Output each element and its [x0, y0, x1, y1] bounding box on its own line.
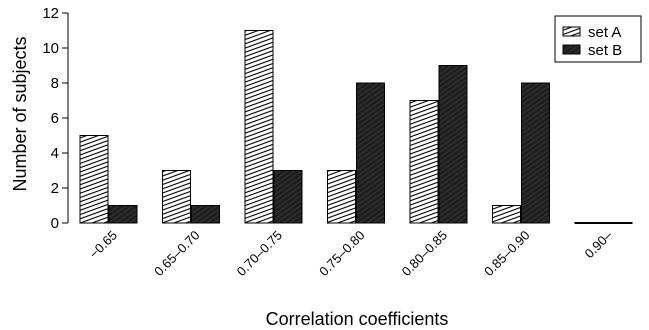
y-axis-title: Number of subjects [10, 36, 30, 191]
bars [79, 30, 633, 224]
bar-set-b-4 [438, 65, 468, 224]
y-tick-label-10: 10 [42, 40, 59, 57]
legend-swatch-set-a [562, 26, 581, 37]
bar-set-b-2 [273, 170, 303, 224]
x-tick-label-6: 0.90– [582, 227, 616, 261]
bar-set-a-4 [409, 100, 439, 224]
y-tick-label-6: 6 [51, 110, 59, 127]
bar-set-b-1 [191, 205, 220, 224]
y-tick-label-4: 4 [51, 145, 59, 162]
x-tick-label-3: 0.75–0.80 [316, 228, 368, 280]
y-tick-label-8: 8 [51, 75, 59, 92]
bar-set-a-5 [492, 205, 521, 224]
y-tick-label-0: 0 [51, 215, 59, 232]
y-tick-label-12: 12 [42, 5, 59, 22]
y-tick-label-2: 2 [51, 180, 59, 197]
bar-set-b-0 [108, 205, 138, 224]
x-tick-label-5: 0.85–0.90 [481, 228, 533, 280]
bar-set-a-1 [162, 170, 191, 224]
bar-set-a-3 [327, 170, 356, 224]
y-axis: 0 2 4 6 8 10 12 [42, 5, 69, 232]
x-tick-label-2: 0.70–0.75 [234, 228, 286, 280]
legend-label-set-a: set A [588, 24, 621, 41]
legend: set A set B [554, 15, 642, 63]
x-tick-label-1: 0.65–0.70 [151, 228, 203, 280]
x-tick-label-0: −0.65 [86, 228, 120, 262]
legend-swatch-set-b [562, 44, 581, 55]
legend-label-set-b: set B [588, 42, 622, 59]
bar-set-a-0 [79, 135, 109, 224]
x-tick-label-4: 0.80–0.85 [399, 228, 451, 280]
bar-set-a-2 [244, 30, 274, 224]
bar-set-b-5 [521, 82, 550, 224]
bar-set-b-3 [356, 82, 385, 224]
x-axis-tick-labels: −0.65 0.65–0.70 0.70–0.75 0.75–0.80 0.80–0.8… [86, 227, 615, 279]
bar-set-b-6 [603, 222, 633, 224]
x-axis-title: Correlation coefficients [266, 309, 449, 329]
bar-set-a-6 [574, 222, 604, 224]
